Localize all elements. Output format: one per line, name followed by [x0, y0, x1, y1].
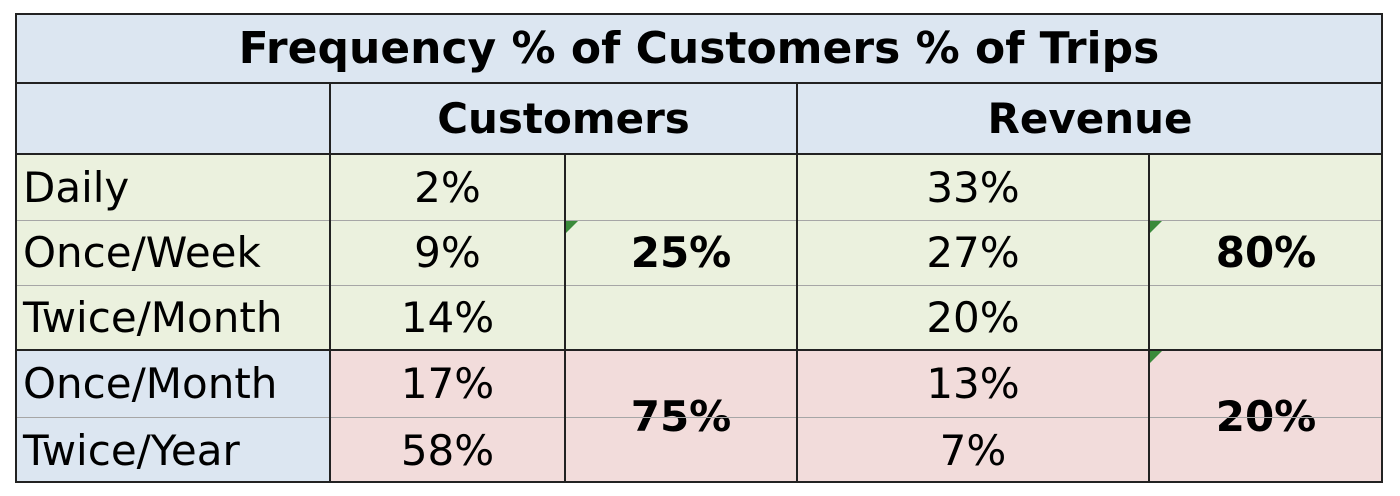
customers-daily: 2%: [330, 154, 565, 220]
customers-infrequent-total: 75%: [565, 350, 797, 483]
customers-once-week: 9%: [330, 220, 565, 285]
row-divider: [15, 220, 1383, 221]
customers-twice-month: 14%: [330, 285, 565, 350]
table-title: Frequency % of Customers % of Trips: [15, 13, 1383, 83]
frequency-table: Frequency % of Customers % of Trips Cust…: [15, 13, 1383, 483]
revenue-frequent-total: 80%: [1149, 154, 1383, 350]
group-divider: [15, 349, 1383, 351]
revenue-subcolumn-divider: [1148, 154, 1150, 483]
table-border-bottom: [15, 481, 1383, 483]
row-label-daily: Daily: [15, 154, 330, 220]
title-divider: [15, 82, 1383, 84]
table-border-right: [1381, 13, 1383, 483]
customers-subcolumn-divider: [564, 154, 566, 483]
row-label-once-month: Once/Month: [15, 350, 330, 417]
revenue-header: Revenue: [797, 83, 1383, 154]
revenue-twice-year: 7%: [797, 417, 1149, 483]
table-border-top: [15, 13, 1383, 15]
comment-marker-icon: [566, 221, 578, 233]
revenue-once-month: 13%: [797, 350, 1149, 417]
revenue-once-week: 27%: [797, 220, 1149, 285]
customers-once-month: 17%: [330, 350, 565, 417]
comment-marker-icon: [1150, 351, 1162, 363]
row-label-twice-year: Twice/Year: [15, 417, 330, 483]
header-divider: [15, 153, 1383, 155]
section-divider: [796, 83, 798, 483]
row-divider: [15, 285, 1383, 286]
customers-header: Customers: [330, 83, 797, 154]
customers-frequent-total: 25%: [565, 154, 797, 350]
comment-marker-icon: [1150, 221, 1162, 233]
revenue-infrequent-total: 20%: [1149, 350, 1383, 483]
revenue-twice-month: 20%: [797, 285, 1149, 350]
revenue-daily: 33%: [797, 154, 1149, 220]
table-border-left: [15, 13, 17, 483]
row-label-once-week: Once/Week: [15, 220, 330, 285]
header-empty-cell: [15, 83, 330, 154]
row-label-twice-month: Twice/Month: [15, 285, 330, 350]
label-column-divider: [329, 83, 331, 483]
customers-twice-year: 58%: [330, 417, 565, 483]
row-divider: [15, 417, 1383, 418]
